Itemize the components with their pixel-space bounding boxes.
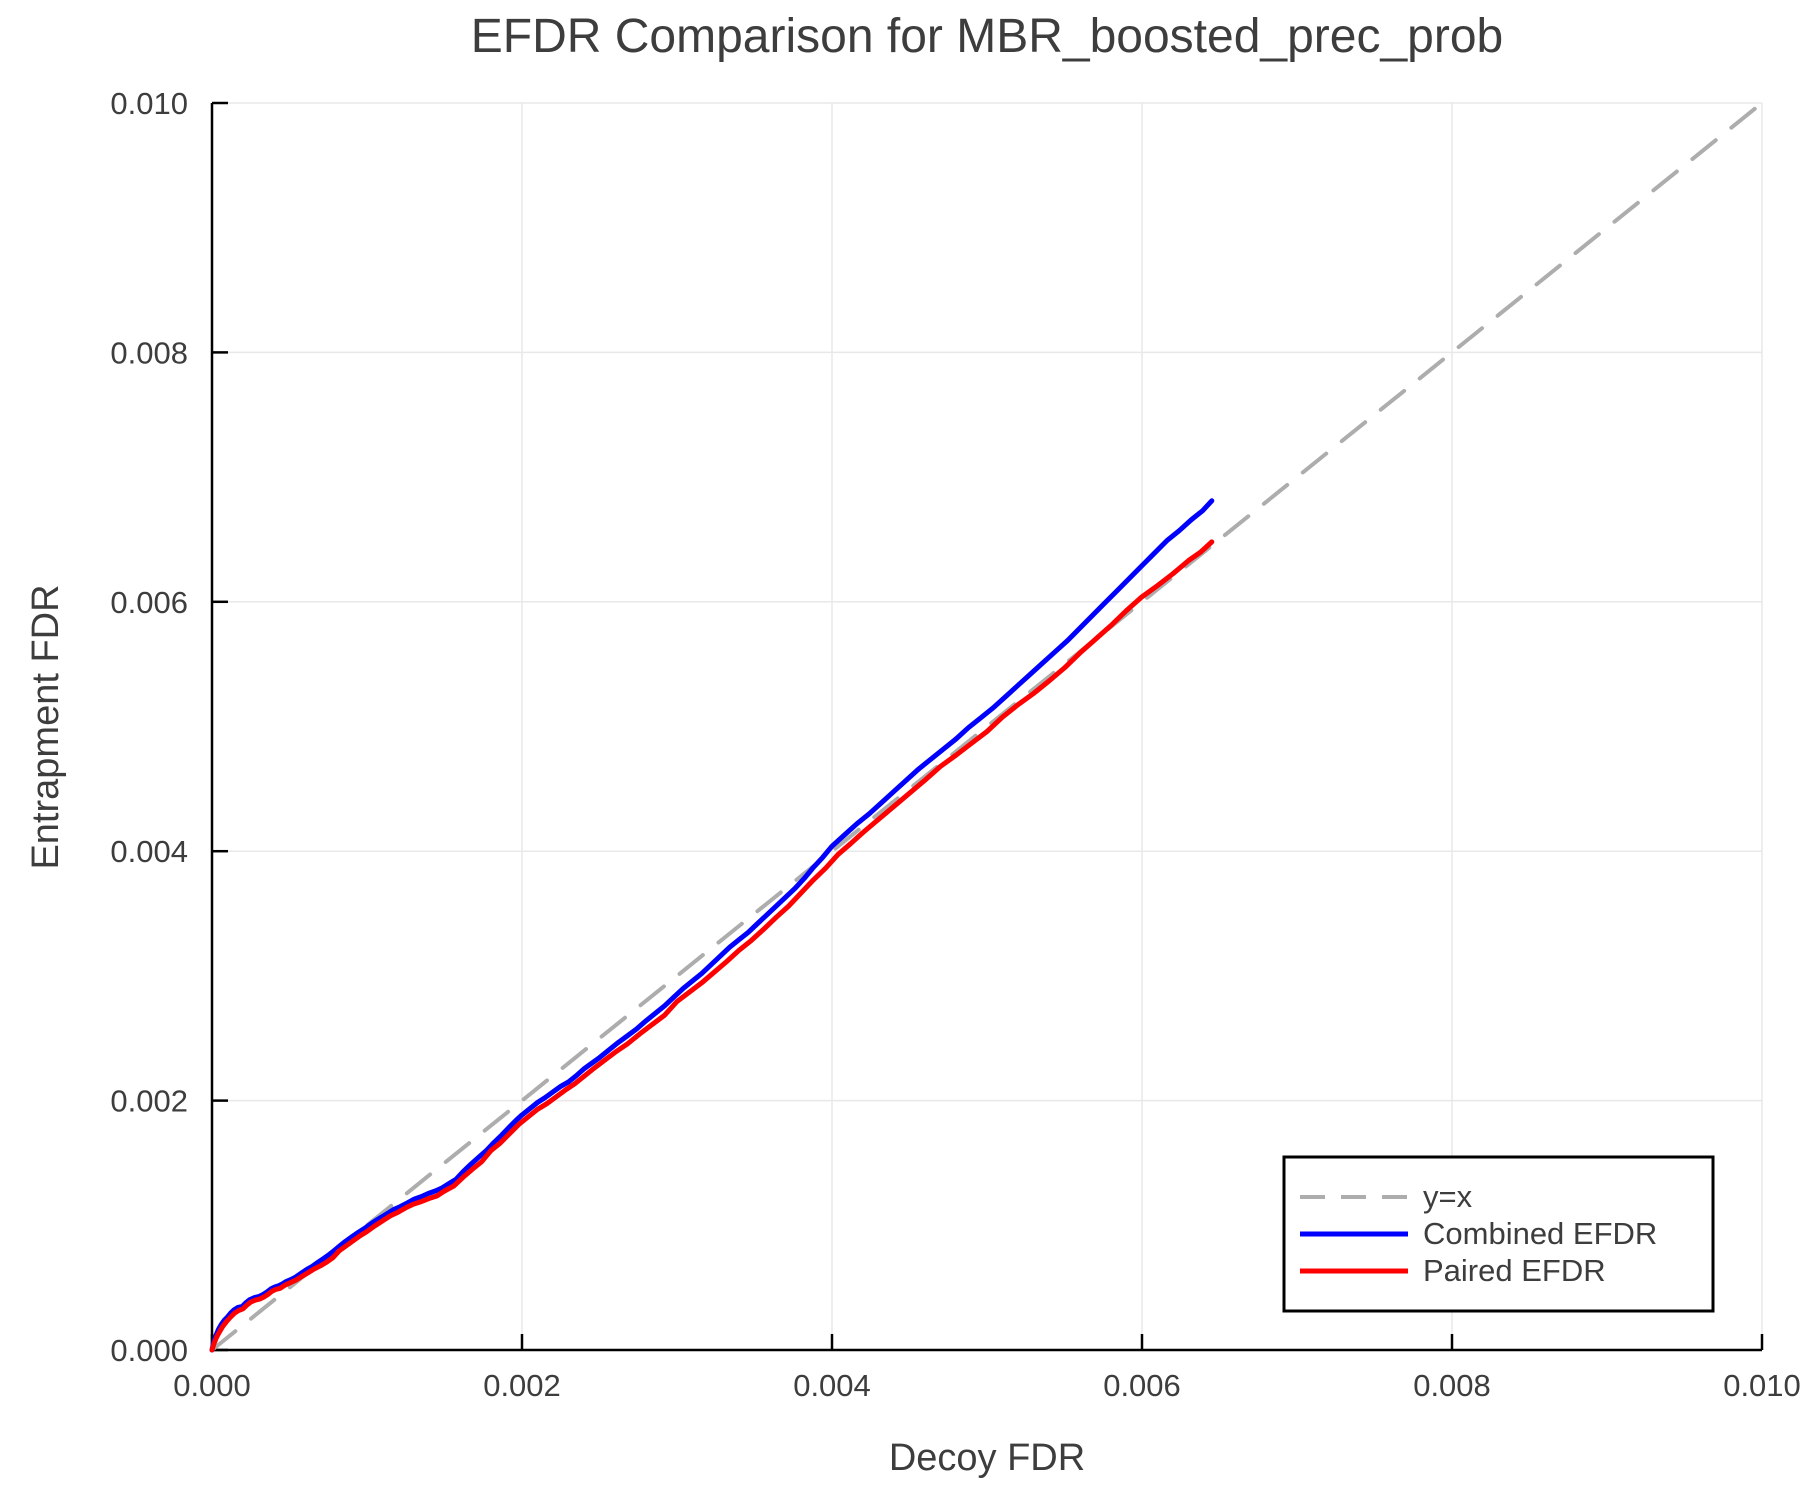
plot-series (209, 101, 1764, 1353)
yx-reference-line (210, 101, 1764, 1352)
x-tick-labels: 0.000 0.002 0.004 0.006 0.008 0.010 (173, 1368, 1800, 1403)
x-tick-label: 0.002 (483, 1368, 561, 1403)
x-axis-label: Decoy FDR (889, 1437, 1085, 1479)
x-tick-label: 0.008 (1413, 1368, 1491, 1403)
y-tick-label: 0.002 (110, 1084, 188, 1119)
legend-label-yx: y=x (1423, 1179, 1473, 1214)
axes: 0.000 0.002 0.004 0.006 0.008 0.010 0.0000.00… (110, 86, 1800, 1403)
legend-entry-yx: y=x (1300, 1179, 1473, 1214)
gridlines (212, 102, 1763, 1350)
legend-entry-combined: Combined EFDR (1300, 1216, 1657, 1251)
legend-label-paired: Paired EFDR (1423, 1253, 1606, 1288)
y-tick-label: 0.006 (110, 585, 188, 620)
combined-efdr-line (209, 498, 1215, 1353)
y-tick-label: 0.010 (110, 86, 188, 121)
legend-entry-paired: Paired EFDR (1300, 1253, 1606, 1288)
y-tick-labels: 0.000 0.002 0.004 0.006 0.008 0.010 (110, 86, 188, 1368)
y-tick-label: 0.000 (110, 1333, 188, 1368)
legend: y=x Combined EFDR Paired EFDR (1282, 1155, 1715, 1313)
y-axis-label: Entrapment FDR (25, 584, 67, 869)
x-tick-label: 0.004 (793, 1368, 871, 1403)
paired-efdr-line (209, 539, 1215, 1353)
y-tick-label: 0.008 (110, 335, 188, 370)
x-tick-label: 0.000 (173, 1368, 251, 1403)
x-tick-label: 0.006 (1103, 1368, 1181, 1403)
legend-label-combined: Combined EFDR (1423, 1216, 1657, 1251)
x-tick-label: 0.010 (1723, 1368, 1800, 1403)
y-tick-label: 0.004 (110, 834, 188, 869)
chart-title: EFDR Comparison for MBR_boosted_prec_pro… (471, 10, 1503, 63)
